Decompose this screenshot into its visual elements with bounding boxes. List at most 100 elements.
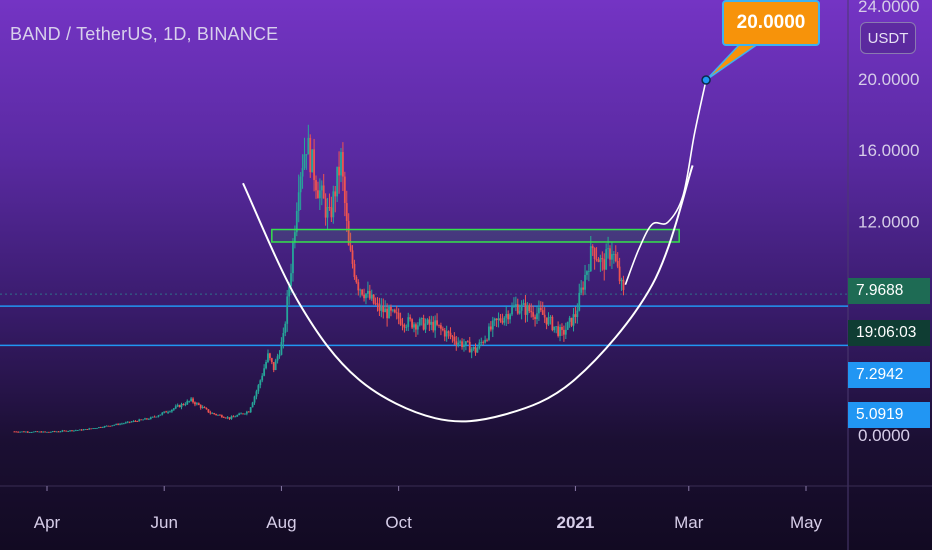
candle-body [476,348,479,353]
candle-body [445,331,448,337]
candle-body [71,430,73,432]
candle-body [559,327,561,336]
candle-body [516,304,519,314]
candle-body [105,425,108,427]
projection-path[interactable] [624,79,707,285]
candle-body [378,303,381,311]
resistance-box[interactable] [271,228,680,243]
currency-unit-button[interactable]: USDT [860,22,916,54]
candle-body [541,310,544,315]
candle-body [26,431,29,433]
candle-body [144,418,146,420]
x-tick-label: Apr [34,513,61,532]
candle-body [42,431,45,433]
candle-body [447,331,450,333]
candle-body [301,168,304,177]
candle-body [88,428,91,430]
candle-body [124,422,127,424]
candle-body [609,248,611,260]
candle-body [553,326,556,331]
candle-body [536,313,538,320]
candle-body [543,314,546,318]
candle-body [274,360,277,370]
candle-body [466,341,469,343]
candle-body [194,402,196,405]
candle-body [170,409,173,412]
x-tick-label: Oct [385,513,412,532]
candle-body [288,286,291,297]
candle-body [488,326,490,340]
candle-body [578,292,581,311]
candle-body [276,356,279,361]
candle-body [538,307,540,314]
candle-body [514,304,517,306]
candle-body [280,342,283,355]
candle-body [551,316,554,331]
candle-body [424,323,427,330]
candle-body [290,273,292,287]
candle-body [147,419,150,420]
candle-body [17,431,20,433]
candle-body [605,249,608,270]
candle-body [332,191,335,218]
candle-body [313,149,315,181]
x-tick-label: Aug [266,513,296,532]
candle-body [184,404,187,406]
candle-body [534,316,536,320]
candle-body [121,423,123,425]
candle-body [146,418,148,420]
candle-body [491,320,494,330]
candle-body [244,413,246,415]
candle-body [251,402,254,408]
candle-body [46,431,48,433]
candle-body [213,413,216,415]
candle-body [340,152,342,176]
hline-price-label-upper: 7.2942 [848,362,930,388]
candle-body [126,421,129,423]
candle-body [309,137,312,173]
candle-body [513,305,515,308]
candle-body [353,263,356,277]
candle-body [48,431,50,433]
candle-body [345,203,348,221]
candle-body [195,403,198,405]
candle-body [317,190,319,199]
x-tick-label: May [790,513,823,532]
y-tick-label: 16.0000 [858,141,919,160]
candle-body [457,342,460,345]
target-point[interactable] [701,75,711,85]
candle-body [153,416,156,418]
candle-body [186,401,189,405]
candle-body [222,417,225,418]
candle-body [418,319,421,326]
candle-body [232,416,235,418]
candle-body [347,220,350,246]
candle-body [128,421,131,423]
candle-body [257,385,260,392]
candle-body [468,341,471,353]
candle-body [220,415,223,418]
candle-body [270,358,273,363]
cup-curve[interactable] [242,165,694,423]
candle-body [63,430,66,432]
candle-body [219,414,221,416]
candle-body [574,314,577,317]
candle-body [547,317,550,325]
candle-body [486,339,488,341]
candle-body [197,403,200,406]
candle-body [520,304,523,311]
candle-body [572,314,575,326]
candle-body [73,430,75,432]
candle-body [238,413,241,416]
candle-body [518,310,521,314]
candle-body [122,423,125,425]
candle-body [272,362,275,370]
candle-body [459,341,462,343]
candle-body [117,423,119,425]
candle-body [80,429,83,431]
candle-body [349,245,352,251]
candle-body [422,318,425,330]
candle-body [101,427,104,429]
candle-body [426,319,429,324]
